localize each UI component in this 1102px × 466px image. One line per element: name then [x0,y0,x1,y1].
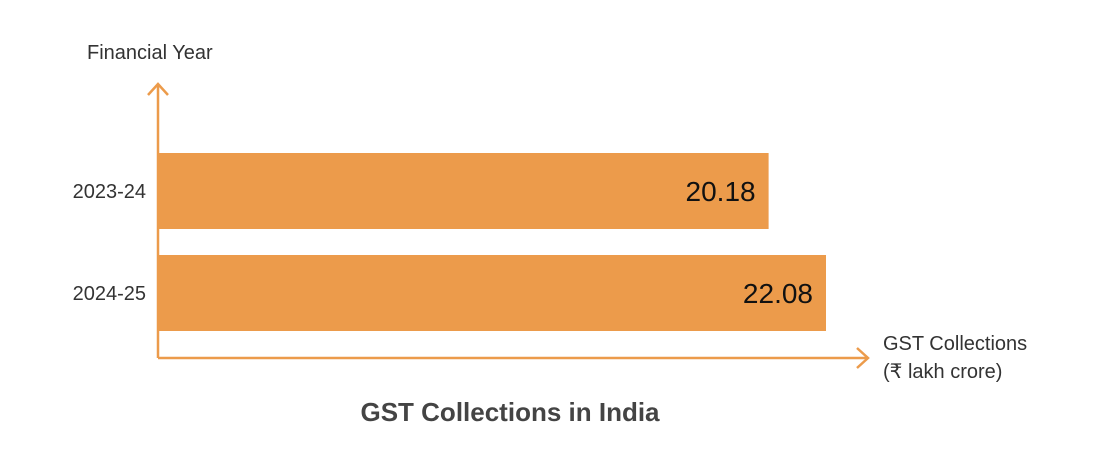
x-axis-title-line-1: GST Collections [883,333,1027,355]
bar-2024-25 [159,255,826,331]
y-tick-label: 2024-25 [73,283,146,305]
bar-value-label: 22.08 [743,278,813,309]
y-axis-arrowhead [147,82,169,96]
x-axis-title-line-2: (₹ lakh crore) [883,361,1002,383]
bar-value-label: 20.18 [686,176,756,207]
chart-title: GST Collections in India [360,397,660,427]
bars-group: 2023-24 20.18 2024-25 22.08 [73,153,826,331]
y-tick-label: 2023-24 [73,181,146,203]
y-axis-title: Financial Year [87,42,213,64]
x-axis-arrowhead [856,347,870,369]
bar-2023-24 [159,153,769,229]
